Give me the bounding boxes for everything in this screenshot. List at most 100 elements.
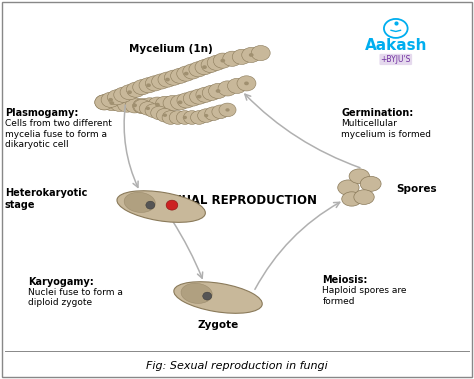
Circle shape <box>207 55 226 70</box>
Circle shape <box>189 62 208 77</box>
Circle shape <box>198 109 215 122</box>
Text: Plasmogamy:: Plasmogamy: <box>5 108 78 118</box>
Circle shape <box>155 96 174 111</box>
Text: Cells from two different
mycelia fuse to form a
dikaryotic cell: Cells from two different mycelia fuse to… <box>5 119 111 149</box>
Circle shape <box>109 101 114 105</box>
Ellipse shape <box>174 282 262 313</box>
Circle shape <box>163 96 182 111</box>
Circle shape <box>223 51 242 66</box>
Text: Multicellular
mycelium is formed: Multicellular mycelium is formed <box>341 119 431 139</box>
Text: Meiosis:: Meiosis: <box>322 275 368 285</box>
Ellipse shape <box>354 190 374 204</box>
Text: Aakash: Aakash <box>365 38 427 53</box>
Text: +BYJU'S: +BYJU'S <box>381 55 411 64</box>
Circle shape <box>244 81 249 85</box>
Circle shape <box>140 98 159 113</box>
Circle shape <box>163 114 167 117</box>
Circle shape <box>219 103 236 117</box>
Circle shape <box>132 103 137 107</box>
Circle shape <box>184 72 189 75</box>
Circle shape <box>102 96 121 111</box>
Circle shape <box>108 90 127 105</box>
Circle shape <box>148 97 167 112</box>
Circle shape <box>155 103 160 106</box>
Circle shape <box>182 116 187 119</box>
Circle shape <box>183 64 202 79</box>
Circle shape <box>197 95 201 99</box>
Ellipse shape <box>349 169 370 183</box>
Circle shape <box>251 45 270 61</box>
Circle shape <box>118 97 137 112</box>
Circle shape <box>201 57 220 72</box>
Circle shape <box>218 81 237 96</box>
Circle shape <box>125 98 144 113</box>
Circle shape <box>114 87 133 102</box>
Circle shape <box>139 102 156 115</box>
Circle shape <box>212 105 229 119</box>
Ellipse shape <box>203 292 212 300</box>
Circle shape <box>120 85 139 100</box>
Circle shape <box>158 72 177 87</box>
Circle shape <box>190 89 209 104</box>
Circle shape <box>242 47 261 63</box>
Circle shape <box>178 100 182 104</box>
Circle shape <box>156 108 173 122</box>
Text: Germination:: Germination: <box>341 108 413 118</box>
Circle shape <box>209 83 228 99</box>
Circle shape <box>101 92 120 107</box>
Circle shape <box>139 78 158 93</box>
Circle shape <box>183 111 201 124</box>
Circle shape <box>232 49 251 64</box>
Circle shape <box>177 66 196 81</box>
Ellipse shape <box>337 180 359 195</box>
Text: Karyogamy:: Karyogamy: <box>28 277 94 287</box>
Ellipse shape <box>342 192 362 206</box>
Ellipse shape <box>124 192 155 213</box>
Text: Spores: Spores <box>396 185 437 194</box>
Ellipse shape <box>181 283 212 304</box>
Circle shape <box>162 111 179 124</box>
Circle shape <box>95 95 114 110</box>
Text: SEXUAL REPRODUCTION: SEXUAL REPRODUCTION <box>156 194 318 207</box>
Circle shape <box>213 53 232 68</box>
Circle shape <box>204 114 209 117</box>
Circle shape <box>216 89 220 93</box>
Circle shape <box>176 111 193 124</box>
Text: Fig: Sexual reproduction in fungi: Fig: Sexual reproduction in fungi <box>146 361 328 371</box>
Circle shape <box>237 76 256 91</box>
Circle shape <box>110 96 129 111</box>
Circle shape <box>134 99 151 113</box>
Circle shape <box>196 87 215 102</box>
Circle shape <box>95 95 114 110</box>
Circle shape <box>183 91 202 106</box>
Circle shape <box>164 70 183 85</box>
Circle shape <box>146 107 150 110</box>
Circle shape <box>202 85 221 100</box>
Circle shape <box>249 53 254 57</box>
Text: Heterokaryotic
stage: Heterokaryotic stage <box>5 188 87 210</box>
Ellipse shape <box>146 201 155 209</box>
Circle shape <box>127 90 132 94</box>
Ellipse shape <box>166 200 178 210</box>
Circle shape <box>145 104 162 117</box>
Circle shape <box>171 95 190 110</box>
Circle shape <box>228 78 246 94</box>
Circle shape <box>225 108 229 111</box>
Circle shape <box>152 74 171 89</box>
Ellipse shape <box>360 176 381 191</box>
Text: Mycelium (1n): Mycelium (1n) <box>129 44 212 54</box>
Circle shape <box>195 60 214 75</box>
Circle shape <box>108 98 113 102</box>
Circle shape <box>220 59 225 63</box>
Circle shape <box>202 65 207 69</box>
Circle shape <box>151 106 168 120</box>
Ellipse shape <box>117 191 205 222</box>
Circle shape <box>191 111 208 124</box>
Circle shape <box>165 78 170 81</box>
Circle shape <box>146 83 151 87</box>
Circle shape <box>127 82 146 97</box>
Text: Nuclei fuse to form a
diploid zygote: Nuclei fuse to form a diploid zygote <box>28 288 123 307</box>
Circle shape <box>205 107 222 121</box>
Circle shape <box>171 68 190 83</box>
Text: Zygote: Zygote <box>197 320 239 330</box>
